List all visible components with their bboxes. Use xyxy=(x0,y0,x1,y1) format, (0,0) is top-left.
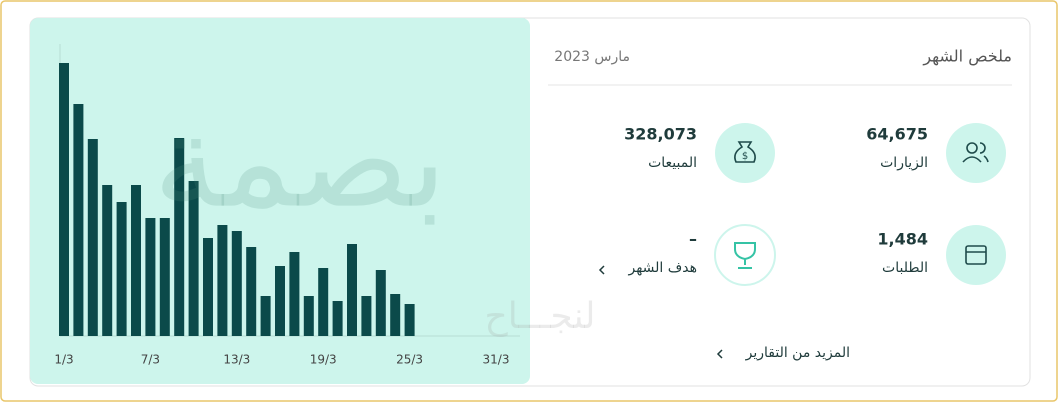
bar xyxy=(303,296,314,336)
chevron xyxy=(598,265,605,275)
stat-label: المبيعات xyxy=(648,155,697,171)
bar xyxy=(73,104,84,336)
icon-goal xyxy=(714,224,776,286)
stat-value: 64,675 xyxy=(866,125,928,144)
users-icon xyxy=(962,142,989,163)
bar xyxy=(87,139,98,336)
x-tick-label: 1/3 xyxy=(54,353,73,367)
bar xyxy=(188,181,199,336)
bar xyxy=(159,218,170,336)
bar xyxy=(174,138,185,336)
bar xyxy=(231,231,242,336)
more-reports-link[interactable]: المزيد من التقارير xyxy=(745,345,850,361)
bar xyxy=(375,270,386,336)
bar xyxy=(102,185,113,336)
chevron xyxy=(716,349,723,359)
bar xyxy=(390,294,401,336)
x-tick-label: 25/3 xyxy=(396,353,423,367)
bar xyxy=(217,225,228,336)
stat-value: 1,484 xyxy=(877,230,928,249)
trophy-icon xyxy=(734,242,756,269)
box-icon xyxy=(965,245,987,265)
watermark: لنجـــاح xyxy=(485,296,596,337)
stat-label: الطلبات xyxy=(882,260,928,276)
stat-label: هدف الشهر xyxy=(627,260,697,276)
stat-value: 328,073 xyxy=(624,125,697,144)
bar xyxy=(246,247,257,336)
x-tick-label: 7/3 xyxy=(141,353,160,367)
bar xyxy=(260,296,271,336)
bar xyxy=(275,266,285,336)
stat-label: الزيارات xyxy=(880,155,928,171)
money-bag-icon xyxy=(734,141,756,163)
bar xyxy=(361,296,372,336)
icon-visits xyxy=(946,123,1006,183)
icon-orders xyxy=(946,225,1006,285)
summary-date: مارس 2023 xyxy=(554,49,630,65)
bar xyxy=(332,301,343,336)
bar xyxy=(59,63,69,336)
bar xyxy=(203,238,213,336)
bar xyxy=(318,268,329,336)
bar xyxy=(347,244,357,336)
bar xyxy=(145,218,156,336)
stat-value: – xyxy=(689,230,697,249)
icon-glyph: $ xyxy=(742,151,748,162)
bar xyxy=(116,202,127,336)
bar xyxy=(131,185,141,336)
bar xyxy=(289,252,300,336)
x-tick-label: 19/3 xyxy=(310,353,337,367)
summary-title: ملخص الشهر xyxy=(922,47,1012,67)
watermark: بصمة xyxy=(153,85,447,237)
bar xyxy=(404,304,415,336)
x-tick-label: 31/3 xyxy=(483,353,510,367)
x-tick-label: 13/3 xyxy=(223,353,250,367)
icon-sales xyxy=(715,123,775,183)
